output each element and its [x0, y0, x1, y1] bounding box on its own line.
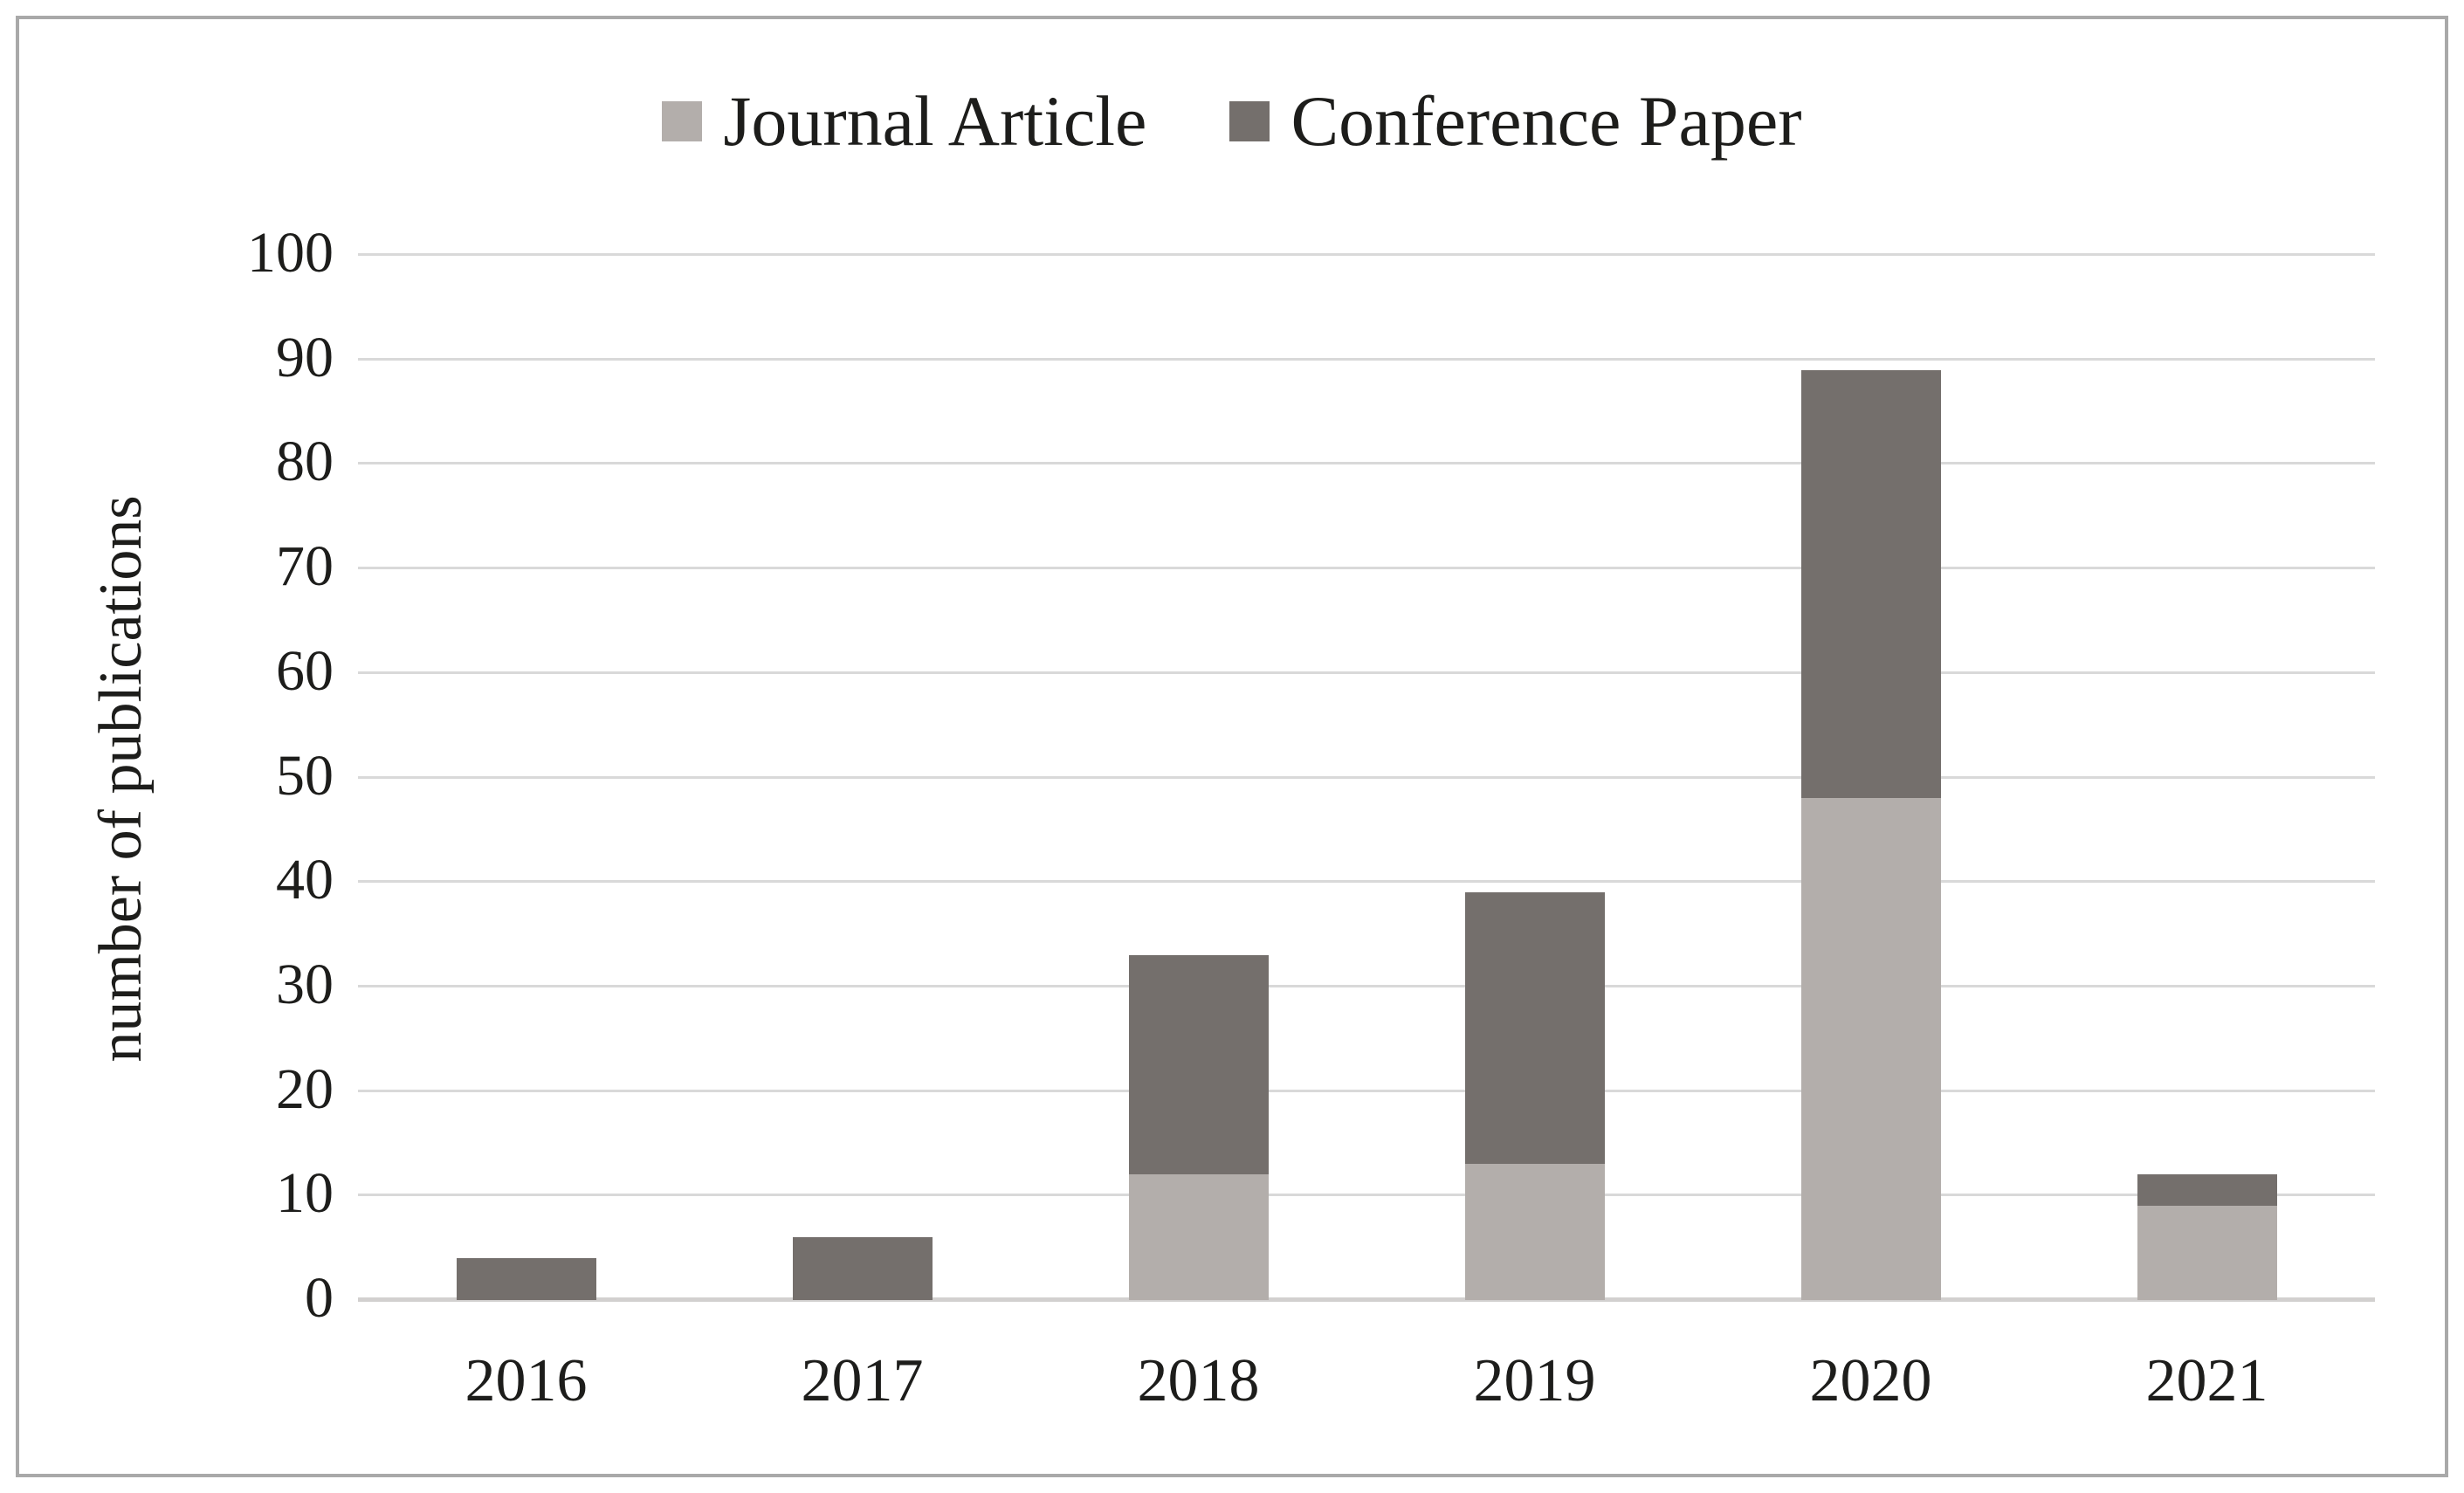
legend-label: Conference Paper: [1291, 81, 1802, 161]
gridline: [358, 462, 2375, 465]
y-tick-label: 70: [276, 534, 334, 599]
gridline: [358, 1194, 2375, 1197]
gridline: [358, 984, 2375, 987]
bar-2021: [2039, 1174, 2375, 1300]
legend-label: Journal Article: [723, 81, 1147, 161]
x-tick-label-2021: 2021: [2145, 1347, 2268, 1414]
y-tick-label: 40: [276, 848, 334, 912]
gridline: [358, 357, 2375, 361]
legend-item-journal-article: Journal Article: [662, 81, 1147, 161]
y-tick-label: 100: [247, 221, 334, 286]
chart-legend: Journal Article Conference Paper: [19, 81, 2445, 161]
x-tick-label-2018: 2018: [1137, 1347, 1260, 1414]
y-tick-label: 60: [276, 638, 334, 703]
journal-article-swatch-icon: [662, 101, 703, 142]
bar-2019: [1366, 892, 1703, 1300]
gridline: [358, 775, 2375, 779]
bar-segment-2021-conference-paper: [2137, 1174, 2277, 1207]
y-tick-label: 30: [276, 952, 334, 1016]
gridline: [358, 1089, 2375, 1092]
bar-2018: [1030, 955, 1366, 1300]
y-tick-label: 50: [276, 743, 334, 808]
x-tick-label-2019: 2019: [1473, 1347, 1596, 1414]
gridline: [358, 880, 2375, 884]
x-axis-line: [358, 1297, 2375, 1302]
bar-2016: [358, 1258, 694, 1300]
bar-2020: [1703, 369, 2039, 1300]
bar-2017: [694, 1237, 1030, 1300]
y-tick-label: 20: [276, 1056, 334, 1121]
bar-segment-2020-journal-article: [1800, 798, 1941, 1300]
bar-segment-2021-journal-article: [2137, 1206, 2277, 1300]
plot-area: [358, 253, 2375, 1302]
bar-segment-2020-conference-paper: [1800, 369, 1941, 799]
x-tick-label-2017: 2017: [801, 1347, 924, 1414]
bar-segment-2018-journal-article: [1128, 1174, 1269, 1300]
x-axis-tick-labels: 2016 2017 2018 2019 2020 2021: [358, 1351, 2375, 1438]
y-tick-label: 90: [276, 325, 334, 389]
bar-segment-2019-conference-paper: [1464, 892, 1605, 1165]
bar-segment-2019-journal-article: [1464, 1164, 1605, 1300]
bar-segment-2017-conference-paper: [792, 1237, 933, 1300]
y-tick-label: 80: [276, 430, 334, 494]
x-tick-label-2016: 2016: [465, 1347, 588, 1414]
legend-item-conference-paper: Conference Paper: [1229, 81, 1802, 161]
conference-paper-swatch-icon: [1229, 101, 1270, 142]
y-tick-label: 0: [305, 1266, 334, 1331]
chart-frame: Journal Article Conference Paper number …: [16, 16, 2448, 1477]
bar-segment-2016-conference-paper: [456, 1258, 596, 1300]
x-tick-label-2020: 2020: [1809, 1347, 1932, 1414]
gridline: [358, 567, 2375, 570]
y-tick-label: 10: [276, 1161, 334, 1226]
y-axis-tick-labels: 0 10 20 30 40 50 60 70 80 90 100: [19, 224, 334, 1327]
bar-segment-2018-conference-paper: [1128, 955, 1269, 1175]
gridline: [358, 253, 2375, 256]
gridline: [358, 671, 2375, 674]
